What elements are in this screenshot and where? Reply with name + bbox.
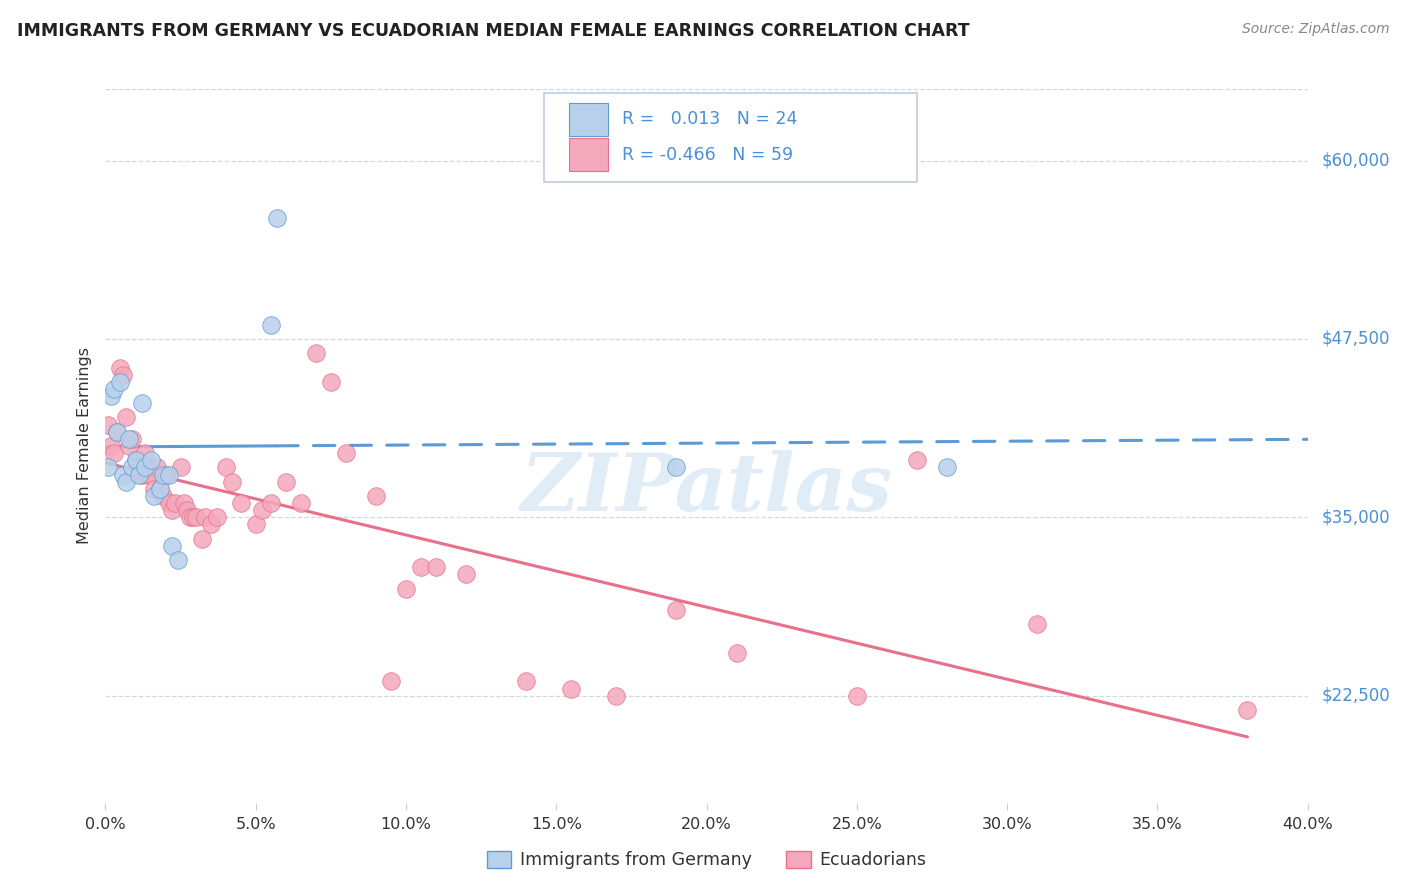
Point	[124, 453, 146, 467]
Point	[148, 482, 170, 496]
Point	[319, 375, 342, 389]
Point	[184, 510, 207, 524]
Point	[905, 453, 928, 467]
Point	[266, 211, 288, 225]
Point	[157, 467, 180, 482]
Point	[274, 475, 297, 489]
Point	[100, 439, 122, 453]
Point	[118, 432, 141, 446]
Point	[152, 489, 174, 503]
Point	[145, 460, 167, 475]
Text: ZIPatlas: ZIPatlas	[520, 450, 893, 527]
Point	[936, 460, 959, 475]
Point	[179, 510, 201, 524]
FancyBboxPatch shape	[544, 93, 917, 182]
Point	[214, 460, 236, 475]
Point	[115, 475, 138, 489]
Point	[229, 496, 252, 510]
Point	[131, 396, 153, 410]
Point	[335, 446, 357, 460]
Point	[163, 496, 186, 510]
Point	[155, 467, 177, 482]
Point	[128, 467, 150, 482]
Point	[97, 460, 120, 475]
Point	[176, 503, 198, 517]
Point	[110, 375, 132, 389]
Point	[139, 453, 162, 467]
Point	[250, 503, 273, 517]
Point	[107, 425, 129, 439]
Point	[142, 489, 165, 503]
Point	[128, 460, 150, 475]
Point	[665, 603, 688, 617]
Point	[260, 496, 283, 510]
Point	[205, 510, 228, 524]
Point	[1236, 703, 1258, 717]
Point	[103, 382, 125, 396]
Point	[115, 410, 138, 425]
Point	[97, 417, 120, 432]
Point	[112, 368, 135, 382]
Point	[107, 425, 129, 439]
Point	[131, 467, 153, 482]
Point	[173, 496, 195, 510]
Point	[409, 560, 432, 574]
Point	[605, 689, 627, 703]
Text: $47,500: $47,500	[1322, 330, 1391, 348]
Point	[515, 674, 537, 689]
Point	[136, 467, 159, 482]
Point	[160, 503, 183, 517]
Text: $60,000: $60,000	[1322, 152, 1391, 169]
Point	[112, 467, 135, 482]
Point	[103, 446, 125, 460]
Point	[148, 482, 170, 496]
Point	[454, 567, 477, 582]
Point	[166, 553, 188, 567]
Point	[200, 517, 222, 532]
Point	[118, 439, 141, 453]
Point	[121, 432, 143, 446]
Point	[160, 539, 183, 553]
Point	[142, 482, 165, 496]
Point	[134, 460, 156, 475]
Point	[305, 346, 328, 360]
Point	[169, 460, 191, 475]
Point	[139, 467, 162, 482]
Point	[560, 681, 582, 696]
Point	[124, 453, 146, 467]
Point	[1026, 617, 1049, 632]
Point	[152, 467, 174, 482]
Point	[725, 646, 748, 660]
Point	[157, 496, 180, 510]
Point	[110, 360, 132, 375]
Point	[190, 532, 212, 546]
Point	[100, 389, 122, 403]
Text: R = -0.466   N = 59: R = -0.466 N = 59	[623, 146, 793, 164]
Legend: Immigrants from Germany, Ecuadorians: Immigrants from Germany, Ecuadorians	[479, 844, 934, 876]
Text: IMMIGRANTS FROM GERMANY VS ECUADORIAN MEDIAN FEMALE EARNINGS CORRELATION CHART: IMMIGRANTS FROM GERMANY VS ECUADORIAN ME…	[17, 22, 970, 40]
Text: R =   0.013   N = 24: R = 0.013 N = 24	[623, 111, 797, 128]
Point	[425, 560, 447, 574]
FancyBboxPatch shape	[569, 138, 607, 171]
Point	[121, 460, 143, 475]
Point	[290, 496, 312, 510]
Text: $35,000: $35,000	[1322, 508, 1391, 526]
Point	[134, 446, 156, 460]
Point	[845, 689, 868, 703]
Point	[380, 674, 402, 689]
FancyBboxPatch shape	[569, 103, 607, 136]
Point	[245, 517, 267, 532]
Point	[181, 510, 204, 524]
Point	[395, 582, 418, 596]
Text: $22,500: $22,500	[1322, 687, 1391, 705]
Y-axis label: Median Female Earnings: Median Female Earnings	[77, 348, 93, 544]
Point	[194, 510, 217, 524]
Point	[364, 489, 387, 503]
Point	[260, 318, 283, 332]
Point	[221, 475, 243, 489]
Point	[665, 460, 688, 475]
Text: Source: ZipAtlas.com: Source: ZipAtlas.com	[1241, 22, 1389, 37]
